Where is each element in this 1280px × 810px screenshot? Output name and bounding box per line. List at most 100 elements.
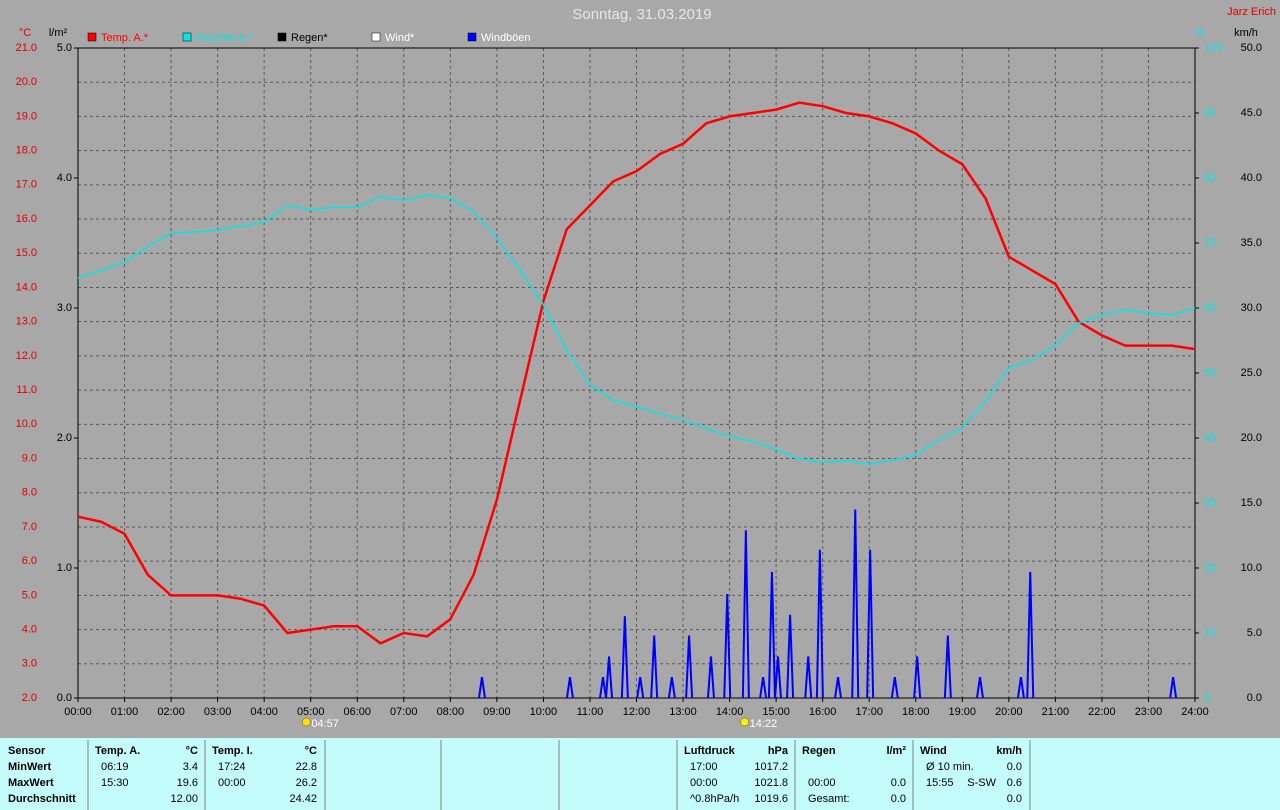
sun-time: 04:57 xyxy=(311,718,339,730)
gust-spike xyxy=(636,677,645,699)
x-tick-label: 17:00 xyxy=(855,706,883,718)
y-tick-label: 15.0 xyxy=(16,247,37,259)
series-line xyxy=(77,101,1196,645)
y3-tick-label: 4.0 xyxy=(57,172,72,184)
table-cell: 24.42 xyxy=(289,793,317,805)
x-tick-label: 24:00 xyxy=(1181,706,1209,718)
y4-tick-label: 0.0 xyxy=(1247,692,1262,704)
row-label: Durchschnitt xyxy=(8,793,76,805)
table-cell: 22.8 xyxy=(296,761,317,773)
table-cell: 1021.8 xyxy=(754,777,788,789)
y-tick-label: 18.0 xyxy=(16,145,37,157)
stats-table xyxy=(0,738,1280,810)
x-tick-label: 07:00 xyxy=(390,706,418,718)
y4-tick-label: 45.0 xyxy=(1241,107,1262,119)
x-tick-label: 08:00 xyxy=(437,706,465,718)
y-tick-label: 11.0 xyxy=(16,384,37,396)
table-cell: 12.00 xyxy=(170,793,198,805)
x-tick-label: 15:00 xyxy=(762,706,790,718)
gust-spike xyxy=(685,635,694,699)
table-cell: 0.6 xyxy=(1007,777,1022,789)
table-cell: Gesamt: xyxy=(808,793,850,805)
table-cell: 1019.6 xyxy=(754,793,788,805)
gust-spike xyxy=(943,635,952,699)
y4-tick-label: 30.0 xyxy=(1241,302,1262,314)
table-unit: l/m² xyxy=(886,745,906,757)
x-tick-label: 12:00 xyxy=(623,706,651,718)
legend-label: Wind* xyxy=(385,32,415,44)
x-tick-label: 06:00 xyxy=(343,706,371,718)
y-tick-label: 7.0 xyxy=(22,521,37,533)
gust-spike xyxy=(913,656,922,699)
row-label: MaxWert xyxy=(8,777,54,789)
table-header: Temp. A. xyxy=(95,745,140,757)
gust-spike xyxy=(759,677,768,699)
table-header: Luftdruck xyxy=(684,745,736,757)
y2-tick-label: 80 xyxy=(1204,172,1216,184)
table-cell: Ø 10 min. xyxy=(926,761,974,773)
legend-label: Temp. A.* xyxy=(101,32,149,44)
table-cell: 3.4 xyxy=(183,761,198,773)
gust-spike xyxy=(741,530,750,699)
x-tick-label: 23:00 xyxy=(1135,706,1163,718)
gust-spike xyxy=(815,549,824,699)
y3-tick-label: 0.0 xyxy=(57,692,72,704)
table-cell: 0.0 xyxy=(891,777,906,789)
legend-swatch xyxy=(277,32,287,42)
table-unit: °C xyxy=(305,745,317,757)
y-tick-label: 3.0 xyxy=(22,658,37,670)
y-tick-label: 2.0 xyxy=(22,692,37,704)
gust-spike xyxy=(804,656,813,699)
y-tick-label: 14.0 xyxy=(16,281,37,293)
y-tick-label: 4.0 xyxy=(22,623,37,635)
gust-spike xyxy=(975,677,984,699)
y-tick-label: 21.0 xyxy=(16,42,37,54)
y3-tick-label: 5.0 xyxy=(57,42,72,54)
legend-swatch xyxy=(87,32,97,42)
gust-spike xyxy=(866,549,875,699)
plot-frame xyxy=(77,47,1196,699)
y2-tick-label: 20 xyxy=(1204,562,1216,574)
x-tick-label: 22:00 xyxy=(1088,706,1116,718)
x-tick-label: 20:00 xyxy=(995,706,1023,718)
y4-tick-label: 40.0 xyxy=(1241,172,1262,184)
legend-label: Regen* xyxy=(291,32,328,44)
gust-spike xyxy=(767,571,776,699)
y-tick-label: 5.0 xyxy=(22,589,37,601)
gust-spike xyxy=(851,509,860,699)
y2-tick-label: 70 xyxy=(1204,237,1216,249)
table-cell: S-SW xyxy=(967,777,996,789)
gust-spike xyxy=(565,677,574,699)
y4-tick-label: 35.0 xyxy=(1241,237,1262,249)
y-tick-label: 6.0 xyxy=(22,555,37,567)
y-tick-label: 10.0 xyxy=(16,418,37,430)
gust-spike xyxy=(477,677,486,699)
series-line xyxy=(77,194,1196,465)
row-label: MinWert xyxy=(8,761,52,773)
y-tick-label: 20.0 xyxy=(16,76,37,88)
chart-title: Sonntag, 31.03.2019 xyxy=(572,6,711,23)
table-unit: hPa xyxy=(768,745,789,757)
x-tick-label: 19:00 xyxy=(949,706,977,718)
y3-tick-label: 1.0 xyxy=(57,562,72,574)
table-cell: 17:00 xyxy=(690,761,718,773)
y2-axis-unit: % xyxy=(1195,27,1205,39)
y2-tick-label: 50 xyxy=(1204,367,1216,379)
y4-tick-label: 15.0 xyxy=(1241,497,1262,509)
table-unit: km/h xyxy=(996,745,1022,757)
y-tick-label: 19.0 xyxy=(16,110,37,122)
x-tick-label: 09:00 xyxy=(483,706,511,718)
table-cell: 15:55 xyxy=(926,777,954,789)
y-axis-unit: °C xyxy=(19,27,31,39)
legend-label: Windböen xyxy=(481,32,531,44)
table-cell: 15:30 xyxy=(101,777,129,789)
y4-tick-label: 50.0 xyxy=(1241,42,1262,54)
x-tick-label: 04:00 xyxy=(250,706,278,718)
gust-spike xyxy=(599,677,607,699)
x-tick-label: 14:00 xyxy=(716,706,744,718)
y2-tick-label: 90 xyxy=(1204,107,1216,119)
table-header: Sensor xyxy=(8,745,46,757)
y4-tick-label: 10.0 xyxy=(1241,562,1262,574)
